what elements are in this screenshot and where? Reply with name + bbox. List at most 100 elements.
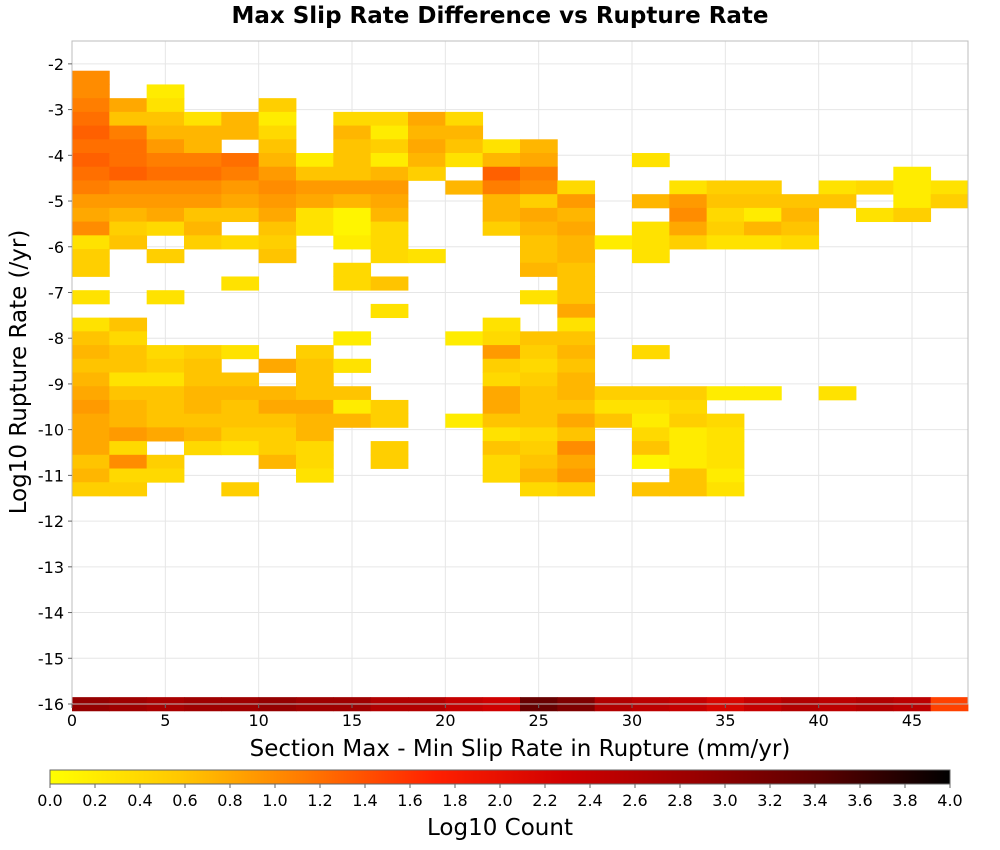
heatmap-cell (632, 482, 670, 497)
y-tick-label: -11 (38, 466, 64, 485)
heatmap-cell (296, 194, 334, 209)
heatmap-cell (333, 235, 372, 250)
colorbar-tick-label: 1.8 (442, 791, 467, 810)
colorbar-tick-label: 2.0 (487, 791, 512, 810)
x-tick-label: 0 (67, 711, 77, 730)
heatmap-cell (557, 290, 596, 305)
heatmap-cell (781, 194, 820, 209)
heatmap-cell (333, 125, 372, 140)
heatmap-cell (184, 399, 222, 415)
heatmap-cell (109, 194, 148, 209)
heatmap-cell (146, 290, 185, 305)
heatmap-cell (669, 441, 708, 456)
heatmap-cell (706, 454, 745, 469)
x-tick-label: 45 (902, 711, 922, 730)
plot-frame (71, 40, 969, 705)
heatmap-cell (557, 441, 596, 456)
heatmap-cell (520, 345, 558, 360)
heatmap-cell (482, 166, 521, 181)
heatmap-cell (856, 207, 894, 223)
heatmap-cell (72, 262, 110, 277)
heatmap-cell (930, 194, 969, 209)
x-tick-label: 10 (248, 711, 268, 730)
heatmap-cell (408, 125, 446, 140)
heatmap-cell (221, 345, 260, 360)
heatmap-cell (258, 249, 297, 264)
heatmap-cell (258, 153, 297, 168)
heatmap-cell (72, 358, 110, 373)
y-tick-label: -14 (38, 604, 64, 623)
heatmap-cell (109, 331, 148, 346)
heatmap-cell (482, 358, 521, 373)
heatmap-cell (333, 194, 372, 209)
heatmap-cell (557, 468, 596, 483)
heatmap-cell (72, 70, 110, 85)
colorbar-tick-label: 3.4 (802, 791, 827, 810)
heatmap-cell (632, 399, 670, 415)
y-tick-label: -7 (48, 283, 64, 302)
heatmap-cell (296, 386, 334, 401)
heatmap-cell (482, 399, 521, 415)
heatmap-cell (72, 482, 110, 497)
colorbar-tick-label: 3.2 (757, 791, 782, 810)
heatmap-cell (72, 221, 110, 236)
heatmap-cell (146, 345, 185, 360)
heatmap-cell (520, 358, 558, 373)
heatmap-cell (893, 194, 932, 209)
heatmap-cell (744, 235, 782, 250)
heatmap-cell (109, 413, 148, 428)
heatmap-cell (632, 249, 670, 264)
heatmap-cell (333, 111, 372, 126)
heatmap-cell (296, 427, 334, 442)
heatmap-cell (72, 235, 110, 250)
heatmap-cell (520, 372, 558, 387)
heatmap-cell (744, 194, 782, 209)
heatmap-cell (109, 180, 148, 195)
y-tick-label: -15 (38, 649, 64, 668)
heatmap-cell (370, 194, 409, 209)
heatmap-cell (72, 125, 110, 140)
y-axis-ticks: -16 -15 -14 -13 -12 -11 -10 -9 -8 -7 -6 -5 -4 -3 -2 (38, 55, 72, 714)
heatmap-cell (370, 180, 409, 195)
heatmap-cell (184, 111, 222, 126)
heatmap-cell (333, 166, 372, 181)
heatmap-cell (557, 413, 596, 428)
heatmap-cell (781, 235, 820, 250)
heatmap-cell (109, 221, 148, 236)
heatmap-cell (146, 454, 185, 469)
heatmap-cell (669, 180, 708, 195)
heatmap-cell (184, 139, 222, 154)
heatmap-cell (258, 427, 297, 442)
heatmap-cell (482, 372, 521, 387)
colorbar-tick-label: 0.8 (217, 791, 242, 810)
heatmap-cell (146, 194, 185, 209)
heatmap-cell (296, 441, 334, 456)
heatmap-cell (258, 207, 297, 223)
heatmap-cell (72, 413, 110, 428)
colorbar-tick-label: 2.6 (622, 791, 647, 810)
heatmap-cell (72, 98, 110, 113)
heatmap-cell (930, 180, 969, 195)
heatmap-cell (557, 303, 596, 319)
heatmap-cell (184, 221, 222, 236)
heatmap-cell (370, 166, 409, 181)
heatmap-cell (258, 166, 297, 181)
heatmap-cell (445, 413, 484, 428)
heatmap-cell (296, 399, 334, 415)
heatmap-cell (669, 413, 708, 428)
heatmap-cell (520, 482, 558, 497)
heatmap-cell (109, 358, 148, 373)
heatmap-cell (72, 153, 110, 168)
y-tick-label: -5 (48, 192, 64, 211)
heatmap-cell (781, 207, 820, 223)
heatmap-cell (333, 262, 372, 277)
heatmap-cell (146, 98, 185, 113)
heatmap-cell (258, 221, 297, 236)
heatmap-cell (632, 345, 670, 360)
colorbar-tick-label: 0.6 (172, 791, 197, 810)
heatmap-cell (632, 221, 670, 236)
heatmap-cell (184, 413, 222, 428)
heatmap-cell (669, 399, 708, 415)
heatmap-cell (557, 180, 596, 195)
